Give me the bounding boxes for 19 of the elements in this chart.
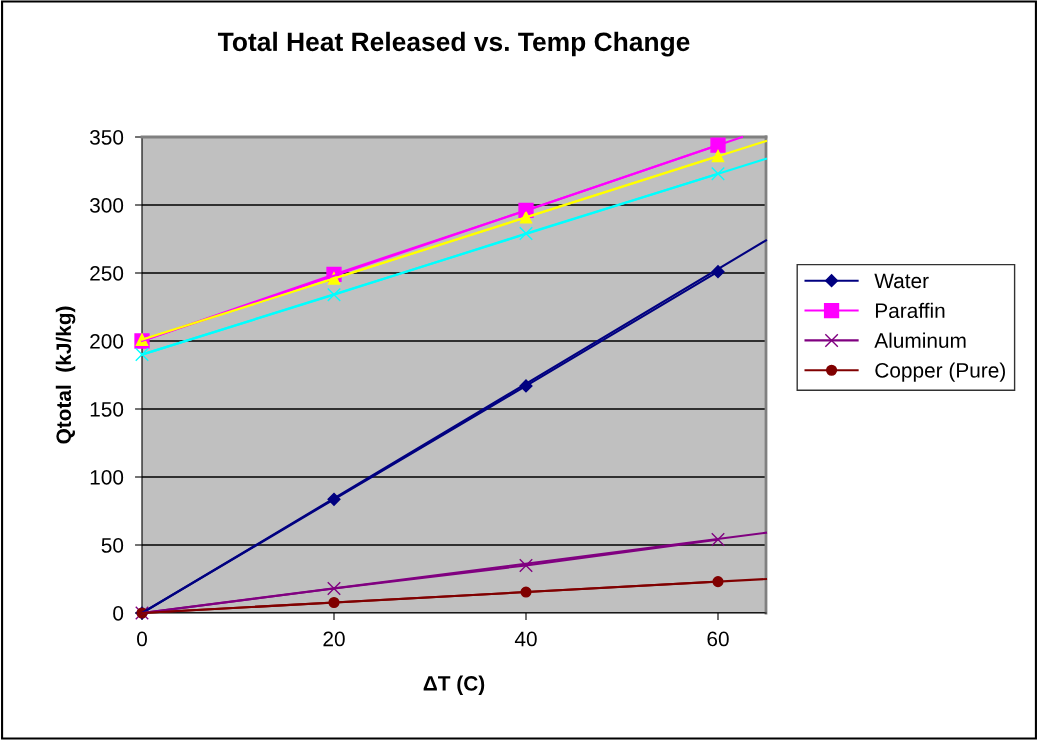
y-tick-label: 350 xyxy=(89,130,124,145)
y-tick-label: 250 xyxy=(90,266,124,281)
legend-label: Copper (Pure) xyxy=(875,362,1005,382)
chart-title: Total Heat Released vs. Temp Change xyxy=(217,31,690,57)
y-tick-label: 200 xyxy=(90,334,124,349)
y-tick-label: 150 xyxy=(90,402,124,417)
y-tick-label: 50 xyxy=(101,538,124,553)
y-tick-label: 300 xyxy=(89,198,124,213)
x-tick-label: 60 xyxy=(707,631,729,647)
y-axis-title: Qtotal (kJ/kg) xyxy=(55,306,76,444)
legend-label: Paraffin xyxy=(875,302,945,319)
y-tick-label: 0 xyxy=(113,606,124,621)
legend-label: Aluminum xyxy=(874,332,966,348)
x-tick-label: 40 xyxy=(514,631,537,647)
x-axis-title: ΔT (C) xyxy=(423,675,485,695)
y-tick-label: 100 xyxy=(90,470,124,485)
x-tick-label: 20 xyxy=(323,631,345,647)
x-tick-label: 0 xyxy=(137,631,147,647)
legend-label: Water xyxy=(874,273,929,289)
